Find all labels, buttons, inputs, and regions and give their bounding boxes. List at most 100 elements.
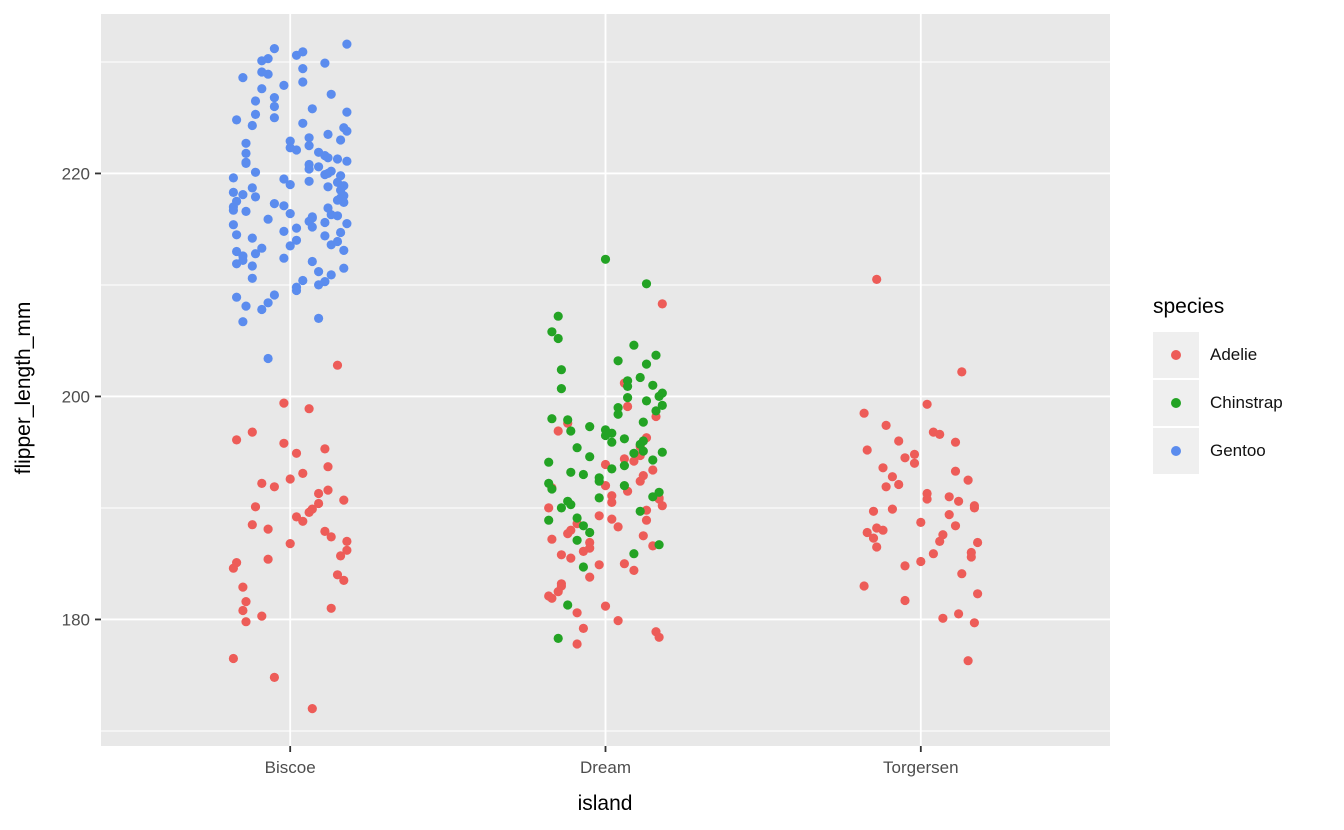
data-point [228,653,238,664]
data-point [635,439,645,449]
data-point [881,420,891,430]
data-point [969,618,980,628]
data-point [257,243,267,253]
data-point [973,589,983,599]
data-point [228,220,238,230]
data-point [900,453,910,463]
data-point [238,255,248,265]
data-point [332,236,343,247]
data-point [651,350,661,360]
data-point [314,313,324,323]
data-point [629,456,639,466]
data-point [241,148,251,158]
data-point [635,372,645,383]
x-tick-label: Dream [580,758,631,777]
data-point [342,536,352,547]
data-point [556,365,567,375]
data-point [314,162,324,172]
data-point [285,180,295,190]
data-point [339,263,349,273]
data-point [619,559,630,569]
data-point [868,533,879,543]
data-point [241,138,251,148]
data-point [285,241,295,251]
data-point [326,210,336,220]
data-point [298,468,308,478]
data-point [241,617,251,627]
data-point [247,261,257,271]
data-point [922,399,932,409]
data-point [572,535,582,545]
data-point [563,600,573,610]
legend-swatch-icon-adelie [1171,350,1181,360]
data-point [339,191,349,201]
data-point [326,603,336,613]
data-point [657,299,667,309]
x-tick-label: Torgersen [883,758,959,777]
data-point [257,304,267,315]
data-point [553,333,563,344]
data-point [585,543,595,553]
data-point [320,231,330,241]
data-point [257,84,267,94]
data-point [594,511,604,521]
data-point [314,280,324,290]
data-point [607,437,617,447]
data-point [298,47,308,57]
data-point [314,267,324,277]
data-point [250,502,261,512]
data-point [619,481,630,491]
data-point [657,447,667,457]
data-point [314,488,324,499]
data-point [238,605,248,616]
data-point [594,476,604,486]
data-point [232,435,242,445]
data-point [247,233,257,243]
data-point [332,570,343,580]
legend-item: Chinstrap [1153,380,1283,426]
data-point [241,158,251,168]
data-point [232,230,242,240]
data-point [279,201,289,211]
data-point [922,494,932,504]
data-point [638,417,648,427]
data-point [269,199,279,209]
data-point [342,107,352,117]
data-point [269,113,279,123]
data-point [566,426,576,436]
data-point [862,445,872,455]
data-point [320,58,330,68]
data-point [585,422,595,432]
legend-swatch-icon-gentoo [1171,446,1181,456]
data-point [279,438,289,448]
data-point [232,292,242,302]
data-point [547,534,557,544]
data-point [342,39,352,49]
data-point [648,492,658,502]
data-point [291,235,302,245]
data-point [894,436,904,446]
data-point [291,223,302,233]
data-point [572,639,582,649]
data-point [307,222,317,232]
legend-key [1153,380,1199,426]
data-point [247,273,257,283]
data-point [544,478,554,488]
data-point [263,524,273,534]
data-point [269,290,279,300]
data-point [607,491,617,501]
data-point [954,609,964,619]
data-point [241,301,251,311]
data-point [323,182,333,192]
data-point [336,227,346,238]
legend-swatch-icon-chinstrap [1171,398,1181,408]
data-point [238,190,248,200]
data-point [326,270,336,280]
data-point [544,457,554,467]
data-point [872,542,882,552]
data-point [269,672,279,683]
y-tick-label: 200 [62,387,90,406]
data-point [263,353,273,364]
data-point [250,96,261,106]
data-point [594,560,604,570]
